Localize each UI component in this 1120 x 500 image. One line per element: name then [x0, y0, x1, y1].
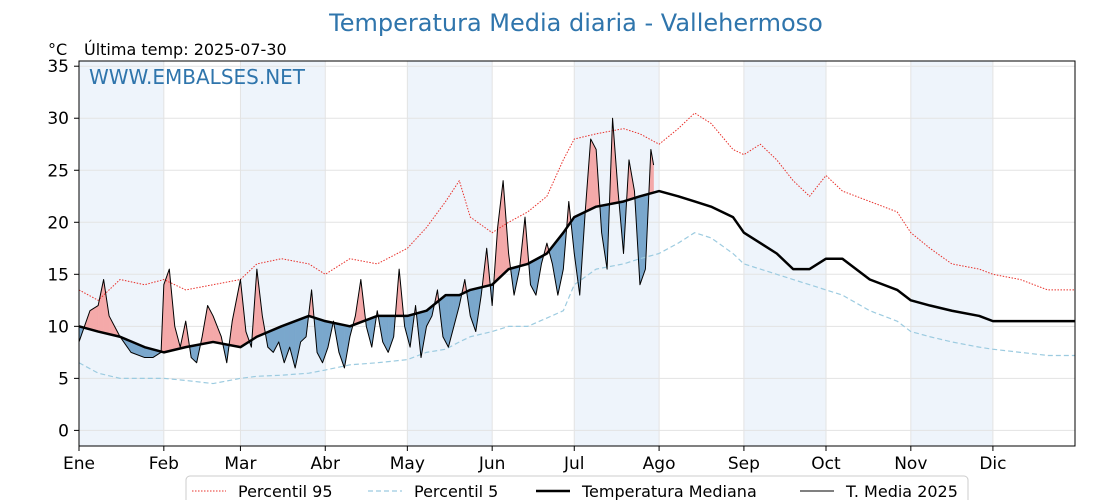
x-tick-label: Nov — [894, 454, 927, 474]
x-tick-label: Feb — [149, 454, 179, 474]
month-band — [407, 61, 493, 446]
legend-label: Percentil 5 — [414, 482, 498, 500]
y-tick-label: 35 — [47, 57, 69, 77]
fill-above-median — [590, 138, 597, 210]
y-tick-label: 25 — [47, 161, 69, 181]
legend-label: T. Media 2025 — [845, 482, 958, 500]
x-tick-label: May — [390, 454, 425, 474]
month-band — [743, 61, 826, 446]
plot-frame — [78, 60, 1076, 447]
month-band — [240, 61, 326, 446]
x-tick-label: Oct — [811, 454, 841, 474]
x-tick-label: Ago — [643, 454, 676, 474]
x-tick-label: Jun — [478, 454, 506, 474]
legend-box — [185, 475, 969, 500]
y-tick-label: 10 — [47, 317, 69, 337]
x-tick-label: Dic — [979, 454, 1006, 474]
unit-label: °C — [48, 40, 67, 59]
series-media-2025 — [78, 117, 655, 369]
series-percentil-95 — [78, 112, 1075, 301]
month-band — [79, 61, 164, 446]
series-percentil-5 — [78, 232, 1075, 385]
chart-title: Temperatura Media diaria - Vallehermoso — [328, 9, 823, 37]
month-bands — [79, 61, 993, 446]
y-tick-label: 0 — [58, 421, 69, 441]
x-tick-label: Jul — [563, 454, 585, 474]
x-tick-label: Mar — [224, 454, 256, 474]
legend-label: Temperatura Mediana — [581, 482, 757, 500]
legend-label: Percentil 95 — [238, 482, 333, 500]
y-tick-label: 30 — [47, 109, 69, 129]
x-tick-label: Abr — [311, 454, 340, 474]
watermark: WWW.EMBALSES.NET — [89, 65, 306, 89]
series-lines — [78, 112, 1075, 385]
y-tick-label: 15 — [47, 265, 69, 285]
month-band — [910, 61, 993, 446]
last-temp-label: Última temp: 2025-07-30 — [84, 40, 287, 59]
y-tick-label: 20 — [47, 213, 69, 233]
x-tick-label: Sep — [728, 454, 760, 474]
y-axis-ticks: 0 5 10 15 20 25 30 35 — [47, 57, 79, 441]
legend: Percentil 95 Percentil 5 Temperatura Media… — [185, 475, 969, 500]
x-axis-ticks: Ene Feb Mar Abr May Jun Jul Ago Sep Oct Nov Dic — [63, 446, 1006, 474]
y-tick-label: 5 — [58, 369, 69, 389]
x-tick-label: Ene — [63, 454, 95, 474]
